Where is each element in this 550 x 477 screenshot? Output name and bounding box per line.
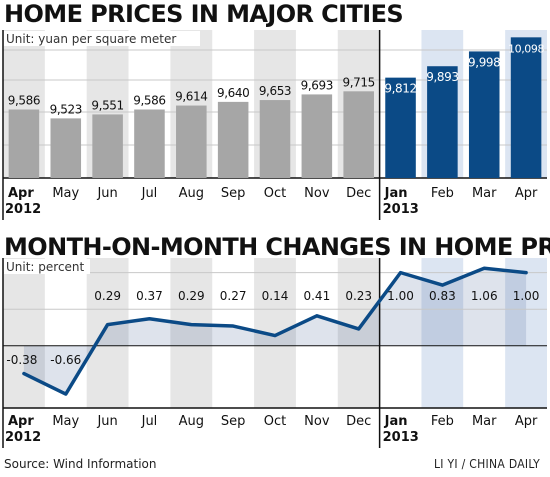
data-value-label: 0.23: [345, 289, 372, 303]
year-label: 2012: [5, 430, 41, 445]
x-tick-label: Sep: [221, 414, 246, 429]
column-band: [421, 258, 464, 408]
data-value-label: -0.38: [6, 353, 37, 367]
x-tick-label: Oct: [264, 414, 286, 429]
year-label: 2013: [383, 202, 419, 217]
data-value-label: -0.66: [50, 353, 81, 367]
data-value-label: 0.37: [136, 289, 163, 303]
data-value-label: 1.00: [387, 289, 414, 303]
x-tick-label: Nov: [304, 414, 330, 429]
x-tick-label: Jan: [384, 186, 408, 201]
bar-chart: Unit: yuan per square meter 9,586 9,523 9,5…: [2, 30, 547, 220]
bar-value-label: 9,523: [50, 102, 82, 116]
series-line: [22, 266, 528, 396]
unit-label-bg: [4, 259, 90, 274]
unit-label: Unit: yuan per square meter: [6, 32, 176, 46]
unit-label-bg: [4, 31, 200, 46]
source-note: Source: Wind Information: [4, 457, 157, 471]
x-tick-label: Sep: [221, 186, 246, 201]
year-label: 2012: [5, 202, 41, 217]
line-area: [23, 268, 527, 395]
bar-value-label: 9,586: [8, 93, 40, 107]
column-band: [379, 258, 422, 408]
x-tick-label: Feb: [431, 186, 454, 201]
bar: [343, 91, 374, 178]
bar: [50, 118, 82, 178]
bar-chart-title: HOME PRICES IN MAJOR CITIES: [4, 0, 404, 28]
bar: [468, 51, 500, 179]
x-tick-label: Apr: [515, 186, 538, 201]
unit-label: Unit: percent: [6, 260, 85, 274]
bar: [217, 101, 249, 178]
column-band: [337, 258, 380, 408]
data-value-label: 0.41: [303, 289, 330, 303]
data-value-label: 0.14: [262, 289, 289, 303]
x-tick-label: Apr: [8, 414, 34, 429]
column-band: [170, 258, 213, 408]
data-value-label: 0.83: [429, 289, 456, 303]
bar-value-label: 9,640: [217, 86, 249, 100]
data-value-label: 0.27: [220, 289, 247, 303]
column-band: [463, 258, 506, 408]
x-tick-label: Jun: [96, 186, 117, 201]
bar-value-label: 9,551: [91, 98, 123, 112]
x-tick-label: Mar: [472, 414, 497, 429]
bar: [259, 100, 291, 178]
data-value-label: 1.06: [471, 289, 498, 303]
bar: [385, 77, 416, 178]
bar-value-label: 9,614: [175, 90, 207, 104]
x-tick-label: Dec: [346, 186, 371, 201]
data-value-label: 1.00: [513, 289, 540, 303]
data-value-label: 0.29: [94, 289, 121, 303]
bar-value-label: 10,098: [508, 42, 544, 55]
data-value-label: 0.29: [178, 289, 205, 303]
credit-line: LI YI / CHINA DAILY: [434, 457, 540, 471]
x-tick-label: Aug: [179, 414, 204, 429]
year-label: 2013: [383, 430, 419, 445]
x-tick-label: Nov: [304, 186, 330, 201]
x-tick-label: Mar: [472, 186, 497, 201]
x-tick-label: Feb: [431, 414, 454, 429]
x-tick-label: May: [52, 414, 79, 429]
bar-value-label: 9,893: [426, 70, 458, 84]
bar-value-label: 9,812: [384, 82, 416, 96]
bar-value-label: 9,586: [133, 93, 165, 107]
x-tick-label: Jan: [384, 414, 408, 429]
bar: [427, 66, 458, 178]
bar: [8, 109, 40, 178]
bar-value-label: 9,998: [468, 55, 500, 69]
x-tick-label: Jun: [96, 414, 117, 429]
column-band: [3, 258, 45, 408]
line-chart: Unit: percent -0.38 -0.66 0.29 0.37 0.29 0.27 0…: [2, 258, 547, 448]
bar-value-label: 9,693: [301, 78, 333, 92]
column-band: [86, 258, 129, 408]
line-chart-title: MONTH-ON-MONTH CHANGES IN HOME PRICES: [4, 233, 550, 261]
bar-value-label: 9,653: [259, 84, 291, 98]
x-tick-label: Apr: [8, 186, 34, 201]
column-band: [505, 258, 547, 408]
bar-value-label: 9,715: [343, 75, 375, 89]
x-tick-label: Jul: [141, 414, 158, 429]
x-tick-label: Oct: [264, 186, 286, 201]
x-tick-label: Aug: [179, 186, 204, 201]
bar: [92, 114, 123, 178]
x-tick-label: Jul: [141, 186, 158, 201]
bar: [510, 37, 542, 178]
x-tick-label: Dec: [346, 414, 371, 429]
x-tick-label: May: [52, 186, 79, 201]
x-tick-label: Apr: [515, 414, 538, 429]
bar: [301, 94, 333, 178]
bar: [134, 109, 165, 178]
bar: [176, 105, 207, 178]
